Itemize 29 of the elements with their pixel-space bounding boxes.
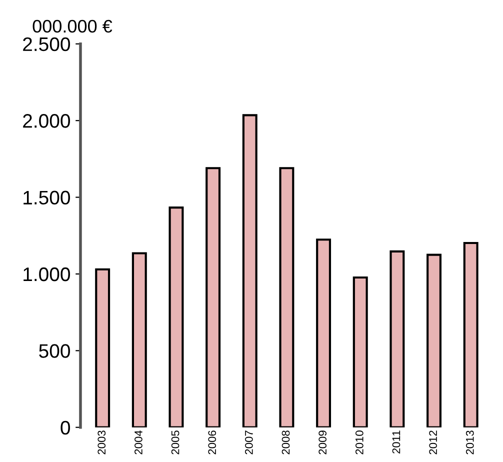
y-tick-label: 500 (39, 344, 70, 358)
y-axis-title: 000.000 € (32, 20, 112, 33)
bar (132, 252, 147, 428)
bar (352, 276, 368, 428)
bar (242, 114, 258, 428)
x-tick-label: 2009 (318, 430, 327, 454)
x-tick-label: 2010 (355, 430, 364, 454)
x-tick-label: 2012 (429, 430, 437, 454)
bar (426, 254, 442, 428)
y-tick-label: 0 (60, 420, 70, 435)
y-tick-label: 1.000 (24, 267, 70, 282)
bar (168, 206, 184, 428)
bar (463, 242, 478, 428)
bar (206, 167, 221, 428)
y-tick-label: 2.000 (23, 114, 70, 128)
x-tick-label: 2011 (392, 430, 400, 454)
bar (316, 238, 332, 428)
x-tick-label: 2003 (98, 430, 106, 454)
x-tick-label: 2005 (171, 430, 180, 454)
y-tick-label: 1.500 (24, 190, 70, 205)
x-tick-label: 2006 (208, 430, 216, 454)
bar (390, 250, 405, 428)
bar (95, 268, 110, 428)
x-tick-label: 2013 (466, 430, 474, 454)
bar (279, 167, 294, 428)
x-tick-label: 2008 (282, 430, 290, 454)
x-tick-label: 2007 (245, 430, 253, 454)
x-tick-label: 2004 (134, 430, 142, 454)
y-tick-label: 2.500 (23, 37, 70, 52)
